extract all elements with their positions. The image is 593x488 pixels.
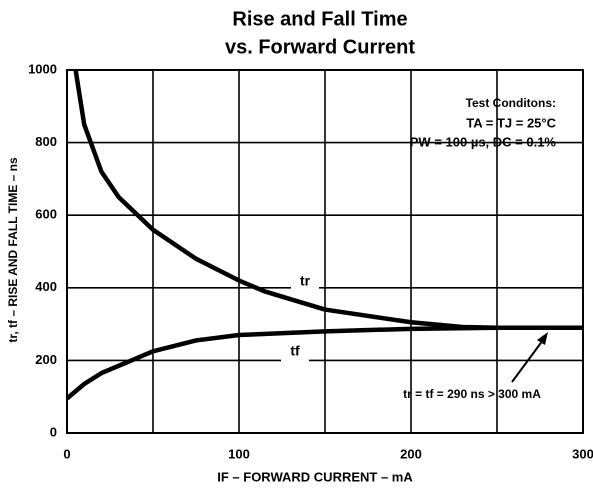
label-background bbox=[281, 341, 309, 363]
label-background bbox=[291, 271, 319, 293]
y-tick-label: 0 bbox=[50, 424, 57, 439]
y-tick-label: 800 bbox=[35, 134, 57, 149]
x-axis-label: IF – FORWARD CURRENT – mA bbox=[217, 469, 413, 484]
x-tick-label: 0 bbox=[63, 446, 70, 461]
y-tick-label: 400 bbox=[35, 279, 57, 294]
y-tick-label: 1000 bbox=[28, 61, 57, 76]
chart-subtitle: vs. Forward Current bbox=[225, 36, 415, 58]
plot-frame bbox=[66, 69, 584, 434]
y-axis-label: tr, tf – RISE AND FALL TIME – ns bbox=[6, 157, 20, 343]
chart-title: Rise and Fall Time bbox=[232, 8, 407, 30]
arrow bbox=[511, 335, 547, 383]
series-label: tf bbox=[290, 343, 300, 359]
y-tick-label: 200 bbox=[35, 352, 57, 367]
series-line bbox=[65, 325, 583, 401]
annotation: tr = tf = 290 ns > 300 mA bbox=[403, 387, 541, 401]
x-tick-label: 100 bbox=[228, 446, 250, 461]
annotation: TA = TJ = 25°C bbox=[466, 115, 556, 130]
x-tick-label: 200 bbox=[400, 446, 422, 461]
y-tick-label: 600 bbox=[35, 207, 57, 222]
series-label: tr bbox=[300, 273, 311, 289]
annotation: Test Conditons: bbox=[466, 96, 556, 110]
arrow-head bbox=[537, 332, 548, 345]
x-tick-label: 300 bbox=[572, 446, 593, 461]
